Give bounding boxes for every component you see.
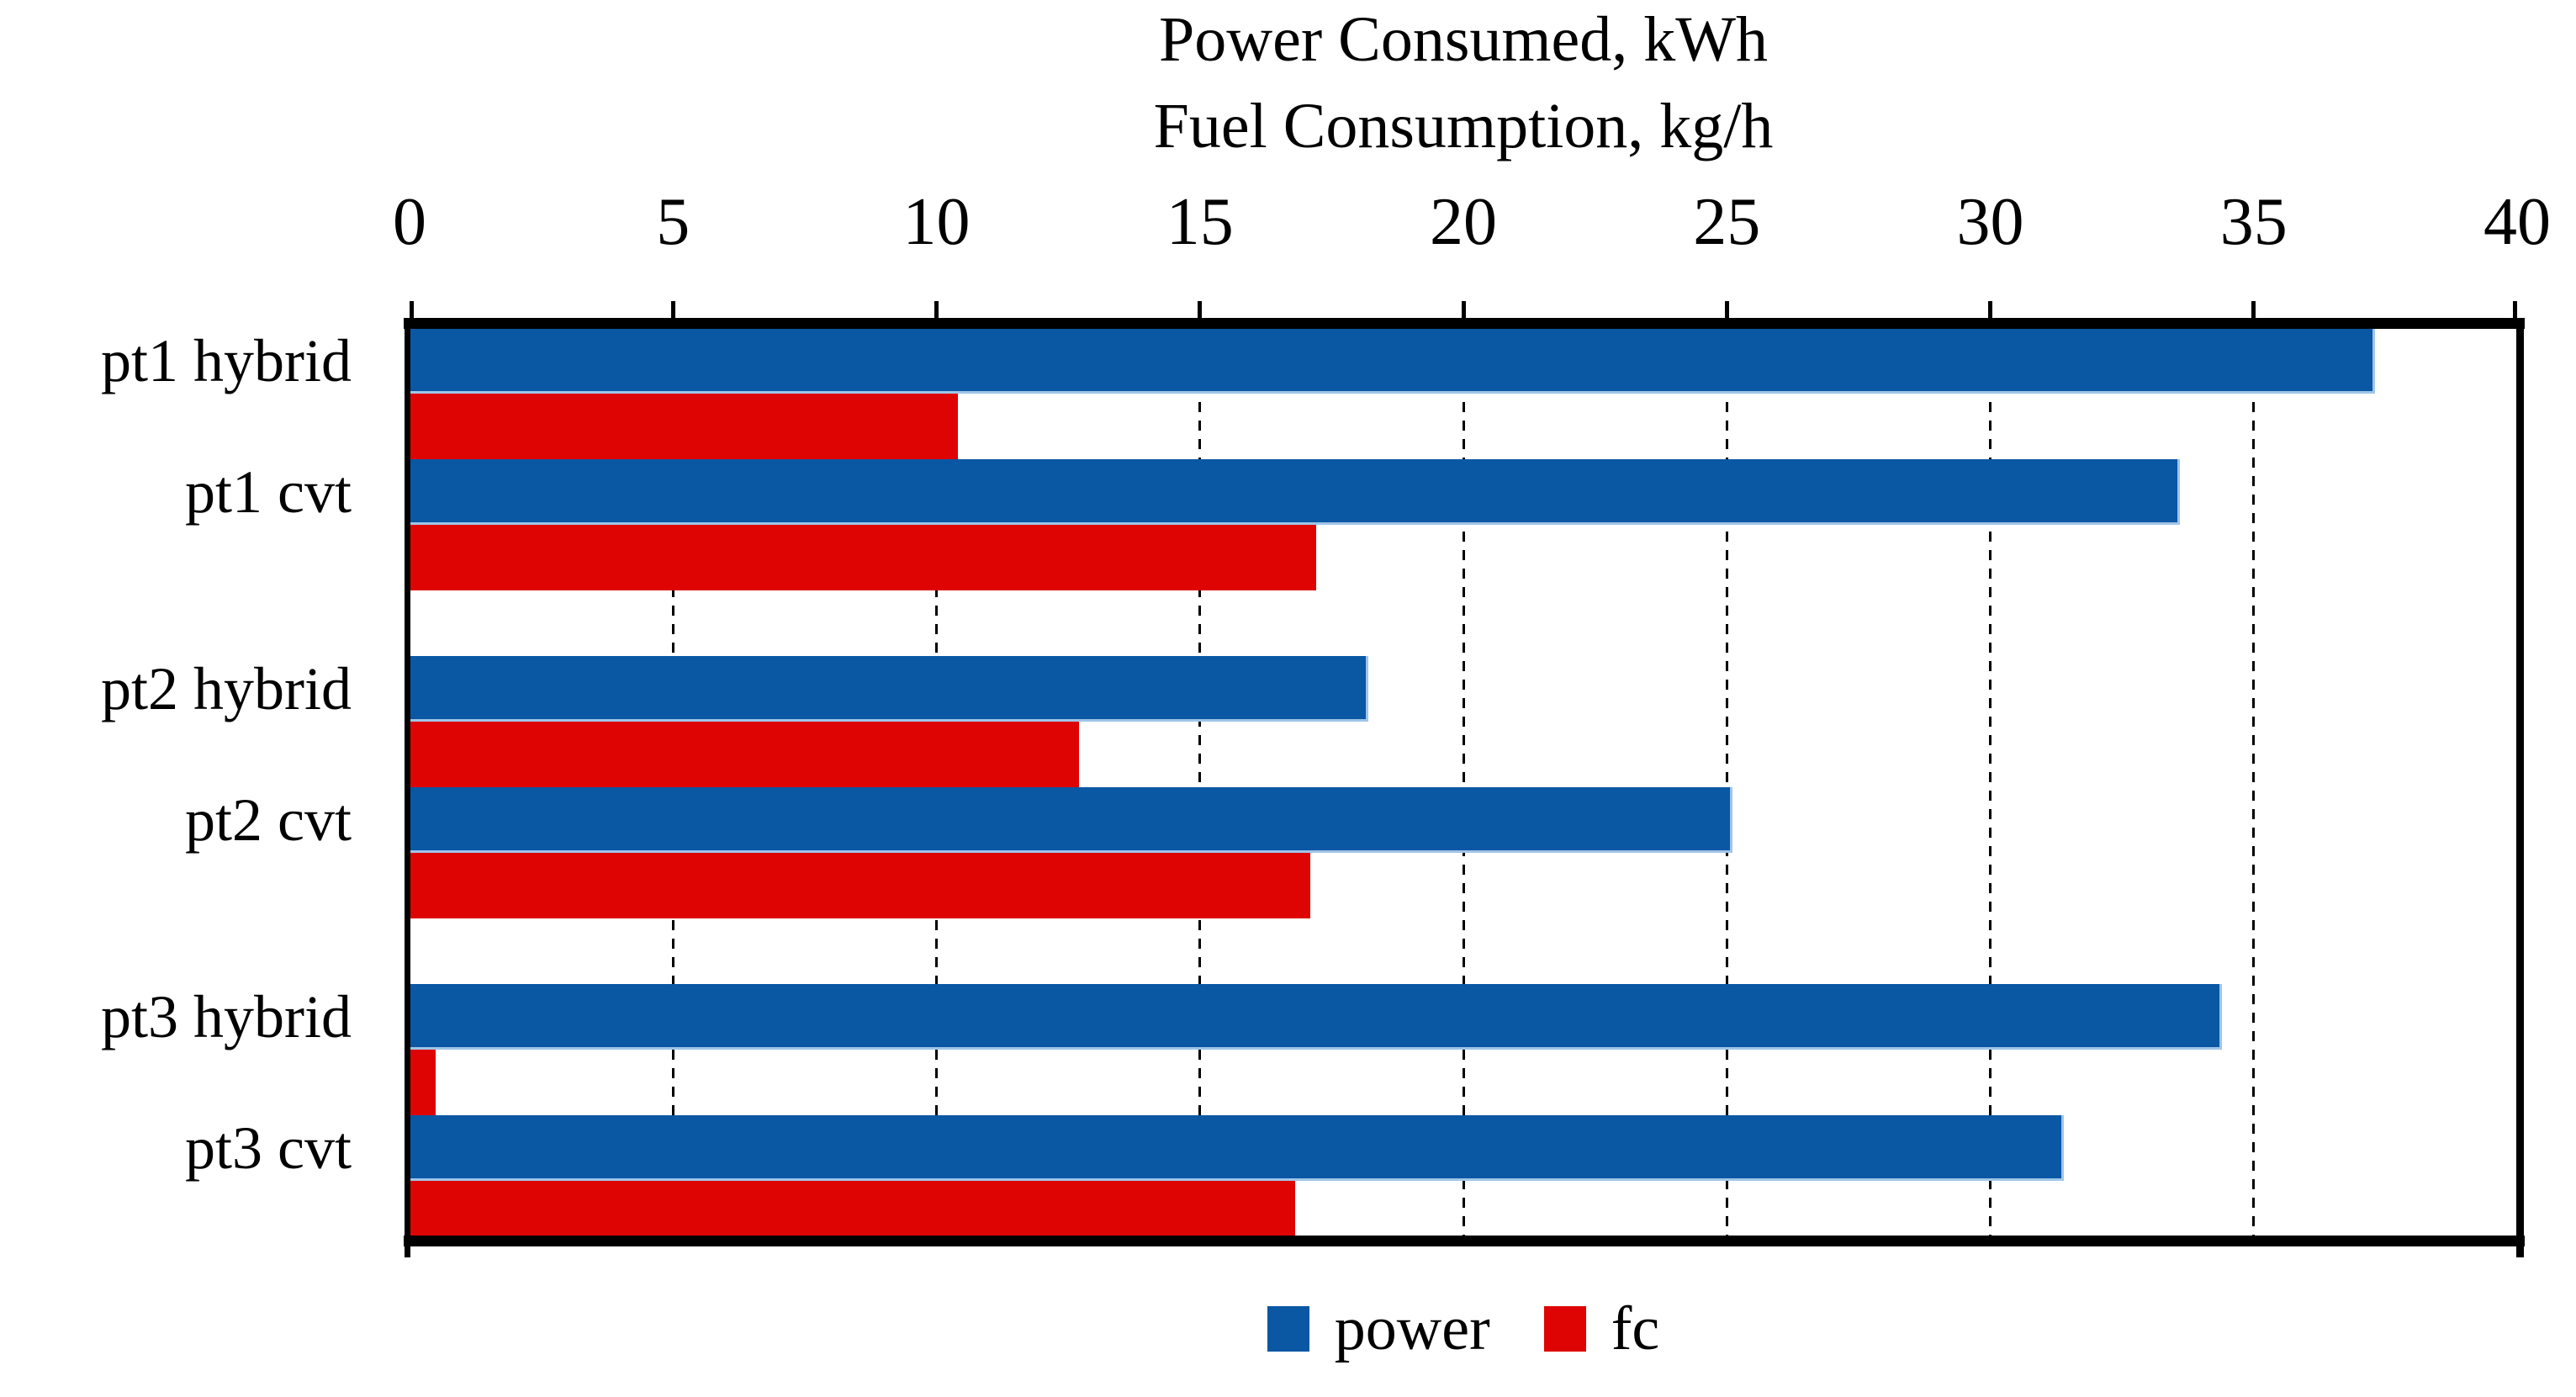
x-tick-label-20: 20 [1430,185,1497,259]
legend-label-power: power [1334,1294,1490,1363]
x-tick-mark-35 [2251,301,2256,328]
category-label-pt2-cvt: pt2 cvt [185,786,352,854]
chart-title: Power Consumed, kWh Fuel Consumption, kg… [410,0,2517,170]
bar-power-pt1-cvt [410,459,2181,525]
x-tick-label-10: 10 [902,185,971,259]
chart-title-line-2: Fuel Consumption, kg/h [1153,91,1774,161]
x-tick-label-30: 30 [1956,185,2024,259]
category-label-pt2-hybrid: pt2 hybrid [101,655,352,722]
bar-fc-pt2-hybrid [410,722,1079,787]
x-axis-tick-marks [410,301,2517,328]
bar-fc-pt3-hybrid [410,1050,436,1115]
chart-title-line-1: Power Consumed, kWh [1158,4,1769,75]
bar-fc-pt2-cvt [410,853,1311,918]
x-tick-label-40: 40 [2483,185,2551,259]
category-label-pt3-hybrid: pt3 hybrid [101,983,352,1050]
x-tick-mark-10 [934,301,939,328]
x-tick-label-0: 0 [393,185,426,259]
x-tick-mark-15 [1198,301,1203,328]
x-tick-mark-0 [410,301,414,328]
x-tick-mark-40 [2513,301,2517,328]
x-tick-mark-30 [1988,301,1992,328]
bar-power-pt2-cvt [410,787,1732,853]
y-axis-category-labels: pt1 hybrid pt1 cvt pt2 hybrid pt2 cvt pt3 hy… [0,0,362,1397]
gridline-35 [2252,328,2256,1246]
x-tick-label-35: 35 [2219,185,2288,259]
legend-swatch-fc [1543,1306,1586,1352]
x-tick-mark-25 [1724,301,1729,328]
bar-power-pt1-hybrid [410,328,2375,394]
x-axis-line-bottom [404,1236,2525,1246]
y-axis-line [405,318,410,1257]
x-axis-line-top [404,318,2525,329]
category-label-pt1-cvt: pt1 cvt [185,458,352,526]
legend-item-fc: fc [1543,1294,1660,1363]
x-tick-mark-20 [1461,301,1466,328]
plot-border-right [2516,318,2524,1257]
x-tick-label-25: 25 [1693,185,1761,259]
gridline-30 [1989,328,1992,1246]
x-axis-tick-labels: 0 5 10 15 20 25 30 35 40 [393,180,2551,264]
bar-power-pt3-hybrid [410,984,2223,1050]
legend: power fc [410,1290,2517,1368]
bar-fc-pt1-hybrid [410,394,958,459]
x-tick-label-5: 5 [656,185,690,259]
x-tick-mark-5 [670,301,675,328]
plot-area [404,318,2525,1257]
legend-label-fc: fc [1611,1294,1660,1363]
category-label-pt3-cvt: pt3 cvt [185,1114,352,1182]
bars [410,328,2517,1246]
legend-item-power: power [1267,1298,1490,1360]
legend-swatch-power [1267,1306,1309,1352]
bar-fc-pt1-cvt [410,525,1316,590]
category-label-pt1-hybrid: pt1 hybrid [101,327,352,394]
bar-power-pt3-cvt [410,1115,2065,1181]
bar-power-pt2-hybrid [410,656,1369,722]
x-tick-label-15: 15 [1166,185,1234,259]
